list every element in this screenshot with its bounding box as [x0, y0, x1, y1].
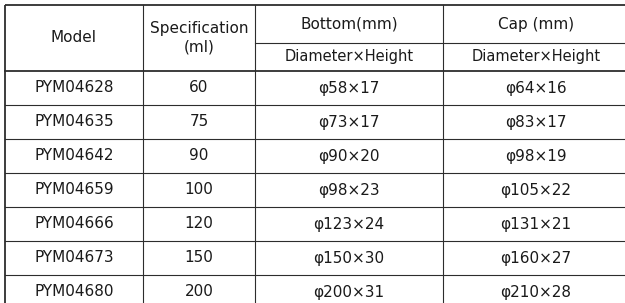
Text: Specification
(ml): Specification (ml): [150, 21, 248, 55]
Text: Bottom(mm): Bottom(mm): [300, 16, 398, 32]
Text: Model: Model: [51, 31, 97, 45]
Text: φ98×23: φ98×23: [318, 182, 380, 198]
Text: 120: 120: [184, 217, 214, 231]
Text: PYM04635: PYM04635: [34, 115, 114, 129]
Text: φ150×30: φ150×30: [314, 251, 384, 265]
Text: φ58×17: φ58×17: [318, 81, 380, 95]
Text: PYM04642: PYM04642: [34, 148, 114, 164]
Text: 90: 90: [189, 148, 209, 164]
Text: PYM04666: PYM04666: [34, 217, 114, 231]
Text: φ123×24: φ123×24: [314, 217, 384, 231]
Text: φ64×16: φ64×16: [505, 81, 567, 95]
Text: φ210×28: φ210×28: [501, 285, 571, 299]
Text: 75: 75: [189, 115, 209, 129]
Text: PYM04659: PYM04659: [34, 182, 114, 198]
Text: φ90×20: φ90×20: [318, 148, 380, 164]
Text: 100: 100: [184, 182, 214, 198]
Text: φ83×17: φ83×17: [505, 115, 567, 129]
Text: 150: 150: [184, 251, 214, 265]
Text: 200: 200: [184, 285, 214, 299]
Text: Diameter×Height: Diameter×Height: [284, 49, 414, 65]
Text: Cap (mm): Cap (mm): [498, 16, 574, 32]
Text: PYM04673: PYM04673: [34, 251, 114, 265]
Text: φ160×27: φ160×27: [501, 251, 572, 265]
Text: PYM04680: PYM04680: [34, 285, 114, 299]
Text: φ98×19: φ98×19: [505, 148, 567, 164]
Text: φ73×17: φ73×17: [318, 115, 380, 129]
Text: φ200×31: φ200×31: [314, 285, 384, 299]
Text: φ131×21: φ131×21: [501, 217, 572, 231]
Text: Diameter×Height: Diameter×Height: [471, 49, 601, 65]
Text: 60: 60: [189, 81, 209, 95]
Text: PYM04628: PYM04628: [34, 81, 114, 95]
Text: φ105×22: φ105×22: [501, 182, 571, 198]
